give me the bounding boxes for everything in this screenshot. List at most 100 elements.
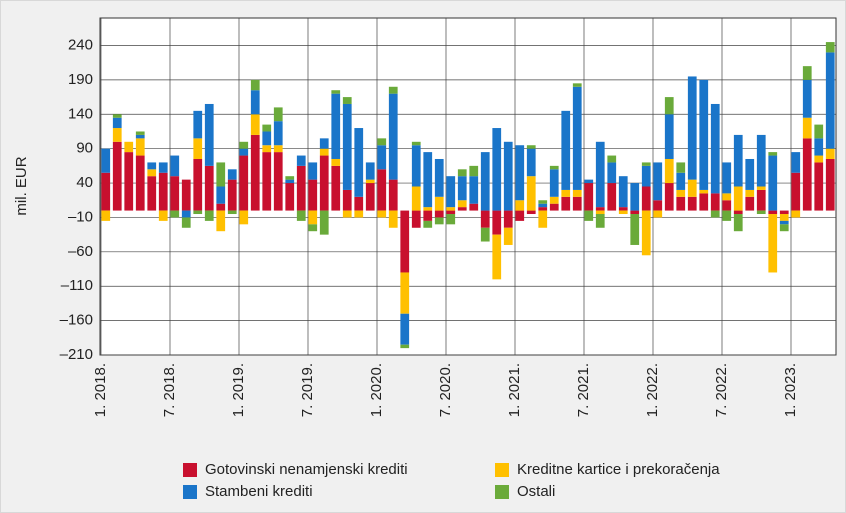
bar (802, 79, 812, 118)
bar (147, 169, 157, 177)
bar (158, 162, 168, 173)
bar (630, 210, 640, 215)
bar (791, 210, 801, 218)
bar (170, 210, 180, 218)
bar (480, 227, 490, 242)
bar (262, 124, 272, 132)
bar (135, 131, 145, 135)
bar (239, 210, 249, 225)
bar (572, 86, 582, 190)
bar (791, 152, 801, 173)
bar (365, 183, 375, 211)
bar (342, 189, 352, 211)
y-tick-label: 190 (68, 71, 93, 88)
bar (112, 114, 122, 118)
bar (492, 128, 502, 211)
bar (308, 179, 318, 211)
bar (676, 162, 686, 173)
bar (273, 152, 283, 211)
bar (331, 90, 341, 94)
bar (699, 189, 709, 194)
bar (331, 165, 341, 211)
bar (618, 207, 628, 211)
bar (503, 141, 513, 211)
bar (814, 124, 824, 139)
bar (549, 196, 559, 204)
bar (411, 210, 421, 228)
bar (446, 214, 456, 225)
bar (630, 183, 640, 211)
bar (239, 141, 249, 149)
bar (112, 128, 122, 142)
bar (101, 172, 111, 211)
bar (791, 172, 801, 211)
bar (388, 210, 398, 228)
bar (262, 152, 272, 211)
bar (687, 179, 697, 197)
bar (538, 207, 548, 211)
bar (515, 200, 525, 211)
bar (469, 203, 479, 211)
bar (515, 210, 525, 221)
bar (400, 272, 410, 314)
bar (216, 186, 226, 204)
bar (664, 158, 674, 184)
bar (204, 165, 214, 211)
bar (607, 162, 617, 184)
bar (687, 196, 697, 211)
bar (400, 344, 410, 349)
bar (664, 97, 674, 115)
bar (503, 227, 513, 245)
bar (273, 145, 283, 153)
bar (434, 158, 444, 197)
bar (584, 179, 594, 184)
y-axis-label: mil. EUR (13, 156, 30, 215)
y-tick-label: 90 (76, 140, 93, 157)
bar (135, 134, 145, 139)
legend-label: Gotovinski nenamjenski krediti (205, 461, 408, 478)
bar (308, 224, 318, 232)
bar (446, 210, 456, 215)
legend-swatch (495, 463, 509, 477)
bar (618, 176, 628, 208)
bar (411, 145, 421, 187)
bar (549, 169, 559, 197)
y-tick-label: –110 (61, 277, 93, 294)
bar (768, 210, 778, 215)
bar (319, 148, 329, 156)
bar (710, 193, 720, 211)
bar (400, 313, 410, 345)
bar (193, 110, 203, 139)
bar (710, 103, 720, 194)
bar (572, 189, 582, 197)
bar (664, 183, 674, 211)
bar (181, 217, 191, 228)
bar (722, 200, 732, 211)
bar (193, 210, 203, 215)
bar (745, 196, 755, 211)
bar (480, 210, 490, 228)
bar (469, 165, 479, 177)
bar (526, 176, 536, 211)
bar (802, 117, 812, 139)
bar (756, 134, 766, 187)
x-tick-label: 1. 2021. (506, 363, 523, 417)
x-tick-label: 7. 2022. (713, 363, 730, 417)
x-tick-label: 7. 2018. (161, 363, 178, 417)
bar (733, 186, 743, 211)
bar (158, 172, 168, 211)
bar (756, 189, 766, 211)
bar (538, 200, 548, 204)
y-tick-label: –10 (68, 208, 93, 225)
bar (319, 155, 329, 211)
bar (308, 162, 318, 180)
bar (733, 210, 743, 215)
bar (170, 155, 180, 177)
bar (400, 210, 410, 273)
bar (469, 176, 479, 204)
bar (607, 155, 617, 163)
bar (434, 217, 444, 225)
bar (227, 210, 237, 215)
y-tick-label: 40 (76, 174, 93, 191)
bar (354, 196, 364, 211)
